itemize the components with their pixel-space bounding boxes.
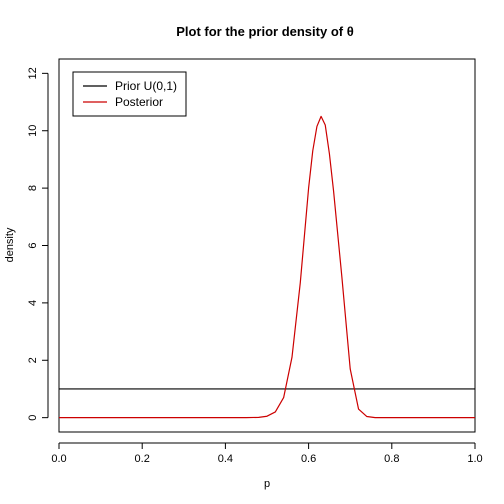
- y-tick-label: 12: [27, 67, 39, 79]
- y-tick-label: 0: [27, 415, 39, 421]
- y-tick-label: 2: [27, 357, 39, 363]
- y-tick-label: 4: [27, 300, 39, 306]
- x-tick-label: 0.0: [51, 453, 66, 465]
- legend-box: [72, 71, 187, 117]
- y-tick-label: 8: [27, 185, 39, 191]
- x-tick-label: 0.2: [135, 453, 150, 465]
- x-tick-label: 0.4: [218, 453, 233, 465]
- x-axis-label: p: [264, 478, 270, 490]
- x-tick-label: 0.6: [301, 453, 316, 465]
- y-axis: 0 2 4 6 8 10 12: [27, 67, 49, 421]
- chart-title: Plot for the prior density of θ: [176, 24, 353, 39]
- x-axis: 0.0 0.2 0.4 0.6 0.8 1.0: [51, 442, 483, 465]
- series-layer: [59, 115, 475, 419]
- legend-label: Prior U(0,1): [115, 79, 177, 93]
- y-tick-label: 10: [27, 125, 39, 137]
- y-tick-label: 6: [27, 242, 39, 248]
- x-tick-label: 0.8: [384, 453, 399, 465]
- posterior-line: [59, 115, 475, 419]
- x-tick-label: 1.0: [467, 453, 482, 465]
- plot-frame: [58, 58, 476, 433]
- legend-label: Posterior: [115, 95, 163, 109]
- legend: Prior U(0,1) Posterior: [72, 71, 187, 117]
- y-axis-label: density: [4, 227, 16, 262]
